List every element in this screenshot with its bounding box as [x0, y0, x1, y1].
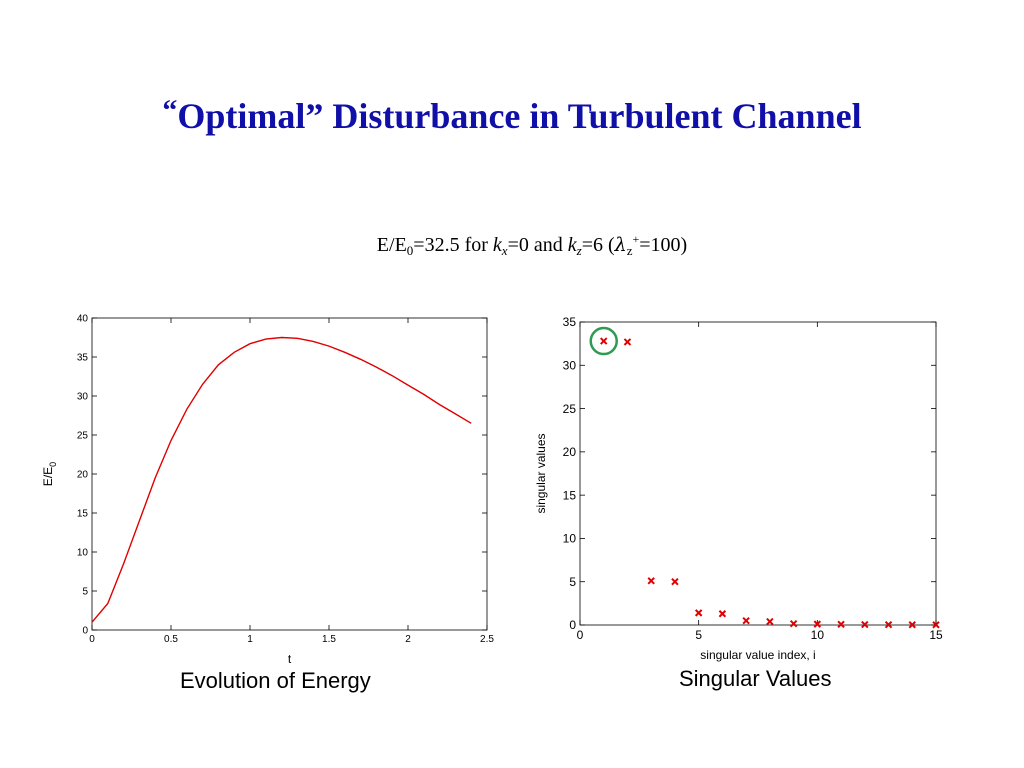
x-tick-label: 1 — [247, 634, 253, 645]
x-tick-label: 0.5 — [164, 634, 178, 645]
subtitle-part: =0 and — [507, 234, 568, 256]
subtitle-sub: 0 — [406, 243, 414, 258]
slide-title: “Optimal” Disturbance in Turbulent Chann… — [0, 94, 1024, 137]
data-point — [813, 620, 822, 628]
x-marker-stroke — [694, 609, 703, 617]
kx-subscript: x — [501, 243, 508, 258]
data-point — [837, 620, 845, 629]
x-marker-stroke — [932, 621, 940, 629]
plot-frame — [579, 321, 937, 626]
caption-energy-evolution: Evolution of Energy — [180, 668, 371, 693]
y-tick-label: 35 — [77, 353, 89, 364]
y-tick-label: 25 — [563, 402, 577, 416]
x-marker-stroke — [766, 617, 774, 626]
y-tick-label: 0 — [569, 618, 576, 632]
data-point — [932, 621, 940, 629]
x-marker-stroke — [837, 620, 845, 629]
y-tick-label: 20 — [563, 445, 577, 459]
data-point — [694, 609, 703, 617]
x-tick-label: 2 — [405, 634, 411, 645]
y-tick-label: 10 — [77, 548, 89, 559]
y-tick-label: 5 — [82, 587, 88, 598]
y-tick-label: 0 — [82, 626, 88, 637]
x-tick-label: 0 — [89, 634, 95, 645]
y-tick-label: 35 — [563, 315, 577, 329]
data-point — [718, 610, 727, 618]
x-marker-stroke — [623, 338, 632, 346]
x-marker-stroke — [884, 620, 893, 629]
x-axis-label: singular value index, i — [700, 648, 815, 662]
highlight-circle — [589, 326, 618, 356]
data-point — [600, 337, 608, 345]
data-point — [789, 619, 798, 628]
y-tick-label: 15 — [77, 509, 89, 520]
x-marker-stroke — [647, 577, 655, 585]
data-point — [671, 578, 679, 586]
x-tick-label: 15 — [929, 628, 943, 642]
caption-singular-values: Singular Values — [679, 666, 832, 691]
x-tick-label: 2.5 — [480, 634, 494, 645]
y-tick-label: 30 — [77, 392, 89, 403]
y-tick-label: 10 — [563, 532, 577, 546]
y-tick-label: 20 — [77, 470, 89, 481]
kz-symbol: k — [567, 234, 577, 256]
data-point — [647, 577, 655, 585]
y-tick-label: 30 — [563, 358, 577, 372]
y-tick-label: 25 — [77, 431, 89, 442]
y-tick-label: 40 — [77, 314, 89, 325]
data-point — [884, 620, 893, 629]
x-marker-stroke — [600, 337, 608, 345]
kz-subscript: z — [576, 243, 582, 258]
x-tick-label: 10 — [811, 628, 825, 642]
kx-symbol: k — [492, 234, 502, 256]
x-tick-label: 0 — [577, 628, 584, 642]
title-open-quote: “ — [162, 94, 178, 127]
x-tick-label: 5 — [695, 628, 702, 642]
subtitle-part: =100) — [639, 234, 688, 256]
plot-frame — [91, 317, 488, 631]
y-axis-label-subscript: 0 — [48, 462, 58, 467]
x-marker-stroke — [671, 578, 679, 586]
title-text: Optimal” Disturbance in Turbulent Channe… — [177, 96, 862, 136]
y-tick-label: 5 — [569, 575, 576, 589]
energy-curve — [91, 336, 472, 623]
x-marker-stroke — [908, 621, 916, 629]
x-tick-label: 1.5 — [322, 634, 336, 645]
data-point — [861, 620, 869, 629]
y-tick-label: 15 — [563, 488, 577, 502]
lambda-symbol: λ — [614, 234, 627, 256]
x-marker-stroke — [789, 619, 798, 628]
data-point — [623, 338, 632, 346]
x-marker-stroke — [742, 616, 750, 625]
x-marker-stroke — [861, 620, 869, 629]
data-point — [742, 616, 750, 625]
subtitle-part: =32.5 for — [413, 234, 493, 256]
subtitle-part: E/E — [376, 234, 407, 256]
lambda-subscript: z — [626, 243, 633, 258]
y-axis-label: E/E0 — [41, 462, 58, 486]
slide-subtitle: E/E0=32.5 for kx=0 and kz=6 (λz+=100) — [0, 232, 1024, 259]
x-marker-stroke — [813, 620, 822, 628]
y-axis-label: singular values — [534, 433, 548, 513]
data-point — [766, 617, 774, 626]
x-marker-stroke — [718, 610, 727, 618]
x-axis-label: t — [288, 652, 292, 666]
data-point — [908, 621, 916, 629]
lambda-superscript: + — [632, 232, 640, 246]
subtitle-part: =6 ( — [581, 234, 615, 256]
